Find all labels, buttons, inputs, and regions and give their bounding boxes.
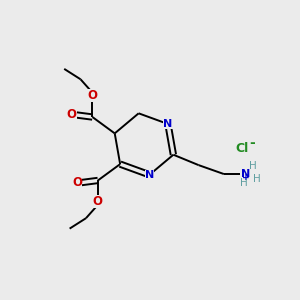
Text: N: N (145, 170, 154, 180)
Text: Cl: Cl (236, 142, 249, 155)
Text: H: H (240, 178, 248, 188)
Text: O: O (67, 108, 76, 121)
Text: +: + (242, 173, 250, 182)
Text: O: O (93, 195, 103, 208)
Text: N: N (241, 169, 250, 179)
Text: N: N (163, 119, 172, 129)
Text: H: H (253, 173, 261, 184)
Text: O: O (72, 176, 82, 189)
Text: H: H (249, 161, 256, 171)
Text: O: O (87, 89, 98, 102)
Text: -: - (249, 136, 254, 151)
